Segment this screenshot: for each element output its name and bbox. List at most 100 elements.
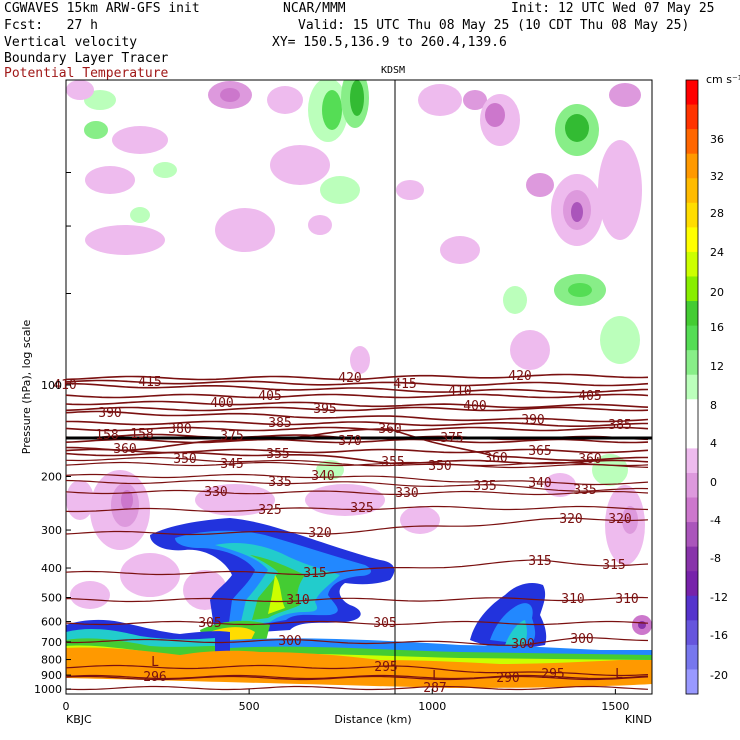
colorbar-tick-label: 8 bbox=[710, 399, 717, 412]
cross-section-xy: XY= 150.5,136.9 to 260.4,139.6 bbox=[272, 35, 507, 50]
isentrope-label: 390 bbox=[98, 406, 121, 421]
y-tick-label: 600 bbox=[41, 616, 62, 629]
field-vertical-velocity: Vertical velocity bbox=[4, 35, 138, 50]
isentrope-label: 158 bbox=[130, 427, 153, 442]
colorbar-swatch bbox=[686, 399, 698, 425]
isentrope-line bbox=[66, 373, 649, 381]
y-tick-label: 200 bbox=[41, 471, 62, 484]
colorbar-tick-label: 4 bbox=[710, 437, 717, 450]
colorbar-tick-label: 32 bbox=[710, 170, 724, 183]
isentrope-label: 310 bbox=[615, 592, 638, 607]
colorbar-swatch bbox=[686, 350, 698, 376]
isentrope-label: 375 bbox=[220, 429, 243, 444]
mid-velocity-field bbox=[66, 454, 652, 635]
colorbar-frame bbox=[685, 79, 699, 695]
isentrope-label: 340 bbox=[311, 469, 334, 484]
y-axis-label: Pressure (hPa), log scale bbox=[20, 320, 33, 455]
colorbar-tick-label: -4 bbox=[710, 514, 721, 527]
colorbar-swatch bbox=[686, 104, 698, 130]
isentrope-label: 405 bbox=[578, 389, 601, 404]
isentrope-label: 355 bbox=[381, 455, 404, 470]
colorbar-tick-label: 28 bbox=[710, 207, 724, 220]
isentrope-label: 287 bbox=[423, 681, 446, 696]
isentrope-line bbox=[66, 517, 649, 536]
colorbar-swatch bbox=[686, 595, 698, 621]
y-tick-label: 100 bbox=[41, 379, 62, 392]
colorbar-swatch bbox=[686, 669, 698, 695]
isentrope-label: 350 bbox=[428, 459, 451, 474]
colorbar-swatch bbox=[686, 129, 698, 155]
x-tick-label: 0 bbox=[63, 700, 70, 713]
isentrope-label: 360 bbox=[484, 451, 507, 466]
colorbar-tick-label: 24 bbox=[710, 246, 724, 259]
isentrope-label: 355 bbox=[266, 447, 289, 462]
colorbar-swatch bbox=[686, 227, 698, 253]
isentrope-label: 340 bbox=[528, 476, 551, 491]
isentrope-label: 390 bbox=[521, 413, 544, 428]
isentrope-label: 295 bbox=[541, 667, 564, 682]
isentrope-label: 310 bbox=[561, 592, 584, 607]
isentrope-label: 410 bbox=[53, 378, 76, 393]
isentrope-line bbox=[66, 489, 649, 496]
isentrope-label: 335 bbox=[573, 483, 596, 498]
colorbar-swatch bbox=[686, 522, 698, 548]
colorbar-swatch bbox=[686, 448, 698, 474]
endpoint-left: KBJC bbox=[66, 713, 92, 726]
x-axis-label: Distance (km) bbox=[334, 713, 411, 726]
isentrope-label: 415 bbox=[393, 377, 416, 392]
isentrope-label: 300 bbox=[511, 637, 534, 652]
isentrope-label: 296 bbox=[143, 670, 166, 685]
y-tick-label: 500 bbox=[41, 591, 62, 604]
colorbar-swatch bbox=[686, 472, 698, 499]
colorbar-tick-label: 16 bbox=[710, 321, 724, 334]
isentrope-label: 335 bbox=[268, 475, 291, 490]
isentrope-label: 295 bbox=[374, 660, 397, 675]
isentrope-label: 305 bbox=[373, 616, 396, 631]
isentrope-label: 290 bbox=[496, 671, 519, 686]
isentrope-label: 330 bbox=[395, 486, 418, 501]
isentrope-label: 325 bbox=[350, 501, 373, 516]
y-tick-label: 900 bbox=[41, 669, 62, 682]
valid-time: Valid: 15 UTC Thu 08 May 25 (10 CDT Thu … bbox=[298, 18, 690, 33]
isentrope-label: 315 bbox=[528, 554, 551, 569]
colorbar-swatch bbox=[686, 80, 698, 106]
colorbar-swatch bbox=[686, 423, 698, 449]
isentrope-label: 395 bbox=[313, 402, 336, 417]
low-marker: L bbox=[151, 655, 159, 670]
isentrope-label: 375 bbox=[440, 431, 463, 446]
isentrope-line bbox=[66, 461, 649, 467]
org-label: NCAR/MMM bbox=[283, 1, 346, 16]
isentrope-label: 305 bbox=[198, 616, 221, 631]
mid-station-label: KDSM bbox=[381, 65, 406, 76]
y-tick-label: 1000 bbox=[34, 683, 62, 696]
x-tick-label: 1500 bbox=[601, 700, 629, 713]
colorbar-swatch bbox=[686, 620, 698, 646]
isentrope-label: 420 bbox=[338, 371, 361, 386]
isentrope-line bbox=[66, 559, 649, 576]
colorbar: 36 32 28 24 20 16 12 8 4 0 -4 -8 -12 -16 -20 bbox=[685, 79, 728, 695]
isentrope-line bbox=[66, 685, 649, 691]
isentrope-label: 310 bbox=[286, 593, 309, 608]
isentrope-line bbox=[66, 438, 649, 444]
colorbar-swatch bbox=[686, 374, 698, 400]
x-tick-label: 1000 bbox=[418, 700, 446, 713]
colorbar-tick-label: 0 bbox=[710, 476, 717, 489]
x-tick-label: 500 bbox=[239, 700, 260, 713]
isentrope-label: 300 bbox=[570, 632, 593, 647]
isentrope-line bbox=[66, 451, 649, 465]
isentrope-line bbox=[66, 382, 649, 394]
colorbar-swatch bbox=[686, 325, 698, 351]
colorbar-swatch bbox=[686, 178, 698, 204]
y-tick-label: 400 bbox=[41, 562, 62, 575]
low-marker: L bbox=[432, 669, 440, 684]
colorbar-swatch bbox=[686, 301, 698, 327]
isentrope-line bbox=[66, 473, 649, 486]
isentrope-line bbox=[66, 479, 649, 492]
isentrope-label: 420 bbox=[508, 369, 531, 384]
colorbar-swatch bbox=[686, 571, 698, 597]
isentrope-label: 360 bbox=[378, 422, 401, 437]
colorbar-tick-label: 12 bbox=[710, 360, 724, 373]
colorbar-swatch bbox=[686, 546, 698, 572]
isentrope-line bbox=[66, 393, 649, 399]
isentrope-label: 350 bbox=[173, 452, 196, 467]
